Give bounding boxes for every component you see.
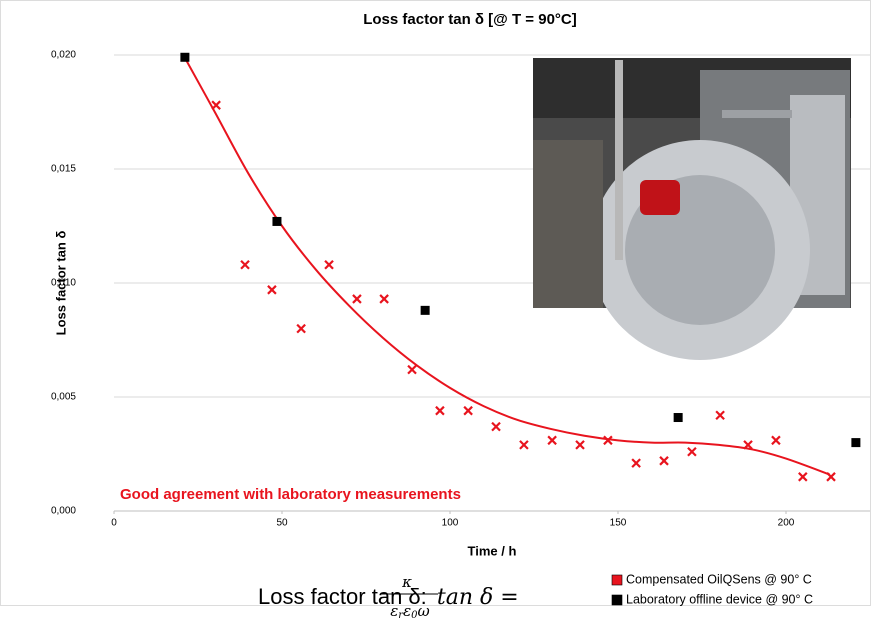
x-tick-label: 200	[778, 518, 795, 529]
point	[463, 405, 473, 416]
point	[267, 285, 277, 295]
point	[826, 472, 836, 482]
point-stroke	[519, 440, 529, 450]
point	[798, 472, 808, 482]
point	[519, 440, 529, 450]
x-axis-label: Time / h	[468, 543, 517, 558]
inset-photo	[533, 58, 851, 360]
point-stroke	[352, 294, 362, 304]
denominator-part: ε	[390, 602, 398, 620]
point-stroke	[771, 435, 781, 446]
point	[420, 305, 430, 315]
point-stroke	[435, 405, 445, 416]
y-axis-label: Loss factor tan δ	[53, 231, 68, 336]
point	[673, 413, 683, 423]
formula-lhs: tan δ =	[437, 585, 519, 610]
point	[491, 421, 501, 432]
x-tick-label: 150	[610, 518, 627, 529]
point	[851, 438, 861, 448]
point	[272, 216, 282, 226]
point-stroke	[659, 456, 669, 466]
point-stroke	[743, 440, 753, 450]
point	[547, 435, 557, 446]
point-stroke	[575, 440, 585, 450]
point	[659, 456, 669, 466]
y-tick-label: 0,010	[51, 278, 76, 289]
trendline	[183, 56, 831, 476]
formula: Loss factor tan δ: tan δ =	[258, 584, 519, 610]
point-stroke	[407, 364, 417, 375]
point	[296, 323, 306, 334]
denominator-part: 0	[411, 610, 418, 621]
point-stroke	[211, 100, 221, 110]
point	[240, 259, 250, 270]
point-stroke	[296, 323, 306, 334]
denominator-part: ε	[403, 602, 411, 620]
point-stroke	[631, 458, 641, 468]
point	[211, 100, 221, 110]
point-stroke	[826, 472, 836, 482]
point-stroke	[240, 259, 250, 270]
legend-label: Laboratory offline device @ 90° C	[626, 592, 813, 606]
annotation: Good agreement with laboratory measureme…	[120, 486, 461, 503]
point	[352, 294, 362, 304]
legend-swatch	[611, 574, 623, 586]
point-stroke	[687, 446, 697, 457]
y-tick-label: 0,015	[51, 164, 76, 175]
x-tick-label: 50	[276, 518, 288, 529]
formula-lead: Loss factor tan δ:	[258, 584, 427, 609]
point-stroke	[798, 472, 808, 482]
point-stroke	[491, 421, 501, 432]
formula-denominator: εrε0ω	[390, 602, 430, 621]
point	[379, 294, 389, 304]
point	[575, 440, 585, 450]
point-stroke	[324, 259, 334, 270]
legend-swatch	[611, 594, 623, 606]
point	[771, 435, 781, 446]
point	[743, 440, 753, 450]
x-tick-label: 100	[442, 518, 459, 529]
denominator-part: r	[398, 610, 404, 621]
point	[687, 446, 697, 457]
legend: Compensated OilQSens @ 90° C Laboratory o…	[611, 572, 813, 606]
y-tick-label: 0,005	[51, 392, 76, 403]
y-tick-label: 0,000	[51, 506, 76, 517]
denominator-part: ω	[418, 602, 430, 620]
formula-numerator: κ	[401, 573, 412, 591]
x-tick-label: 0	[111, 518, 117, 529]
point-stroke	[379, 294, 389, 304]
plot-area	[180, 52, 861, 482]
point	[603, 435, 613, 446]
point	[407, 364, 417, 375]
point-stroke	[463, 405, 473, 416]
point	[631, 458, 641, 468]
point-stroke	[603, 435, 613, 446]
chart-title: Loss factor tan δ [@ T = 90°C]	[363, 11, 577, 28]
y-tick-label: 0,020	[51, 50, 76, 61]
point	[435, 405, 445, 416]
point	[180, 52, 190, 62]
legend-label: Compensated OilQSens @ 90° C	[626, 572, 812, 586]
point-stroke	[715, 410, 725, 421]
point	[715, 410, 725, 421]
point-stroke	[267, 285, 277, 295]
point-stroke	[547, 435, 557, 446]
point	[324, 259, 334, 270]
